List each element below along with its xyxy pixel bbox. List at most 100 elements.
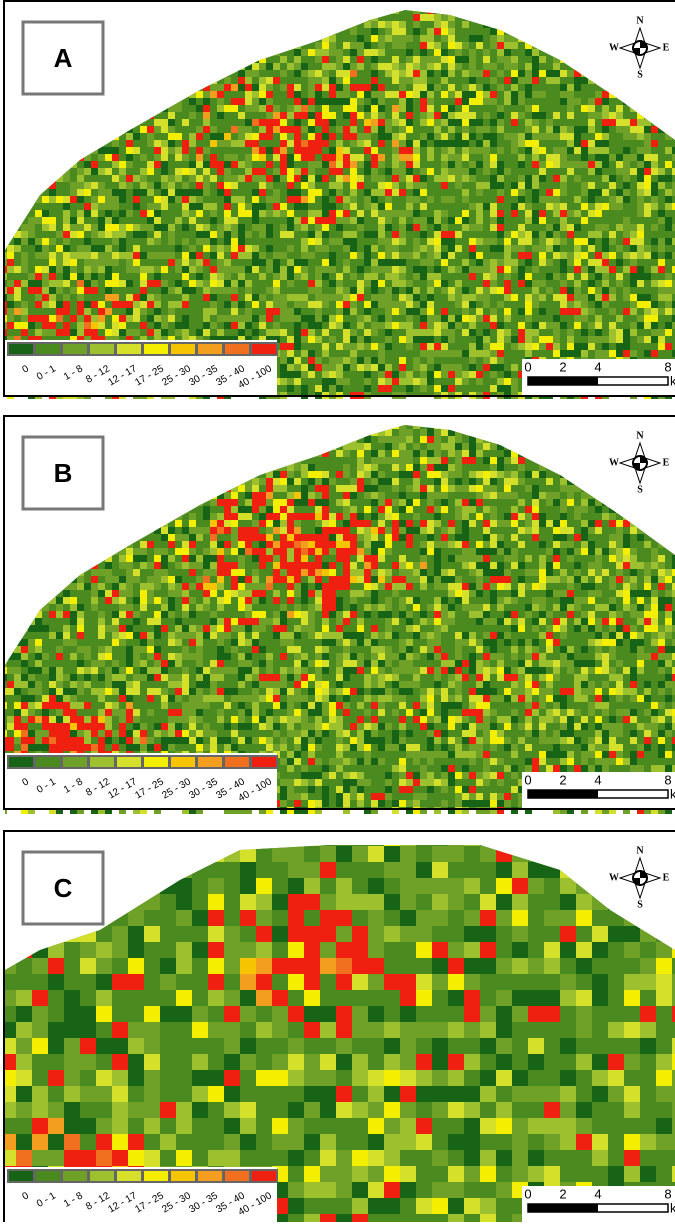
map-cell <box>567 350 574 357</box>
map-cell <box>105 105 112 112</box>
map-cell <box>329 541 336 548</box>
map-cell <box>350 273 357 280</box>
map-cell <box>497 364 504 371</box>
map-cell <box>49 98 56 105</box>
map-cell <box>182 429 189 436</box>
map-cell <box>378 203 385 210</box>
map-cell <box>287 7 294 14</box>
map-cell <box>560 28 567 35</box>
map-cell <box>168 224 175 231</box>
map-cell <box>588 182 595 189</box>
map-cell <box>567 443 574 450</box>
map-cell <box>581 492 588 499</box>
map-cell <box>259 224 266 231</box>
map-cell <box>49 182 56 189</box>
map-cell <box>301 259 308 266</box>
map-cell <box>497 301 504 308</box>
map-cell <box>329 42 336 49</box>
legend-swatch <box>170 343 196 355</box>
map-cell <box>21 154 28 161</box>
map-cell <box>343 7 350 14</box>
map-cell <box>175 280 182 287</box>
map-cell <box>49 238 56 245</box>
map-cell <box>434 315 441 322</box>
map-cell <box>630 105 637 112</box>
map-cell <box>245 49 252 56</box>
map-cell <box>497 534 504 541</box>
map-cell <box>553 161 560 168</box>
map-cell <box>469 147 476 154</box>
legend-swatch <box>35 343 61 355</box>
map-cell <box>322 224 329 231</box>
map-cell <box>140 555 147 562</box>
map-cell <box>371 147 378 154</box>
map-cell <box>112 450 119 457</box>
map-cell <box>287 126 294 133</box>
map-cell <box>532 77 539 84</box>
map-cell <box>210 217 217 224</box>
map-cell <box>343 217 350 224</box>
map-cell <box>588 28 595 35</box>
map-cell <box>259 464 266 471</box>
map-cell <box>301 245 308 252</box>
map-cell <box>581 42 588 49</box>
map-cell <box>511 140 518 147</box>
map-cell <box>28 513 35 520</box>
map-cell <box>574 238 581 245</box>
map-cell <box>35 329 42 336</box>
map-cell <box>462 315 469 322</box>
map-cell <box>168 112 175 119</box>
map-cell <box>203 49 210 56</box>
map-cell <box>245 450 252 457</box>
map-cell <box>161 196 168 203</box>
map-cell <box>133 464 140 471</box>
map-cell <box>210 450 217 457</box>
map-cell <box>231 513 238 520</box>
map-cell <box>7 436 14 443</box>
map-cell <box>427 378 434 385</box>
map-cell <box>280 112 287 119</box>
map-cell <box>238 429 245 436</box>
map-cell <box>301 140 308 147</box>
map-cell <box>469 499 476 506</box>
map-cell <box>350 308 357 315</box>
map-cell <box>665 485 672 492</box>
map-cell <box>469 364 476 371</box>
map-cell <box>630 119 637 126</box>
map-cell <box>56 280 63 287</box>
map-cell <box>224 478 231 485</box>
map-cell <box>147 161 154 168</box>
map-cell <box>658 70 665 77</box>
map-cell <box>623 196 630 203</box>
map-cell <box>56 266 63 273</box>
map-cell <box>581 506 588 513</box>
map-cell <box>574 259 581 266</box>
map-cell <box>567 84 574 91</box>
map-cell <box>371 49 378 56</box>
map-cell <box>119 168 126 175</box>
map-cell <box>630 259 637 266</box>
map-cell <box>329 91 336 98</box>
map-cell <box>196 457 203 464</box>
map-cell <box>448 555 455 562</box>
map-cell <box>434 443 441 450</box>
map-cell <box>651 168 658 175</box>
map-cell <box>154 457 161 464</box>
map-cell <box>98 217 105 224</box>
map-cell <box>448 168 455 175</box>
map-cell <box>224 7 231 14</box>
compass-s: S <box>637 69 643 80</box>
map-cell <box>525 443 532 450</box>
map-cell <box>623 294 630 301</box>
map-cell <box>252 436 259 443</box>
map-cell <box>238 84 245 91</box>
map-cell <box>350 443 357 450</box>
map-cell <box>567 436 574 443</box>
map-cell <box>266 315 273 322</box>
map-cell <box>343 506 350 513</box>
map-cell <box>651 322 658 329</box>
map-cell <box>413 217 420 224</box>
map-cell <box>126 28 133 35</box>
map-cell <box>133 56 140 63</box>
map-cell <box>84 168 91 175</box>
